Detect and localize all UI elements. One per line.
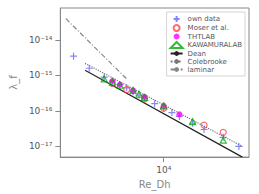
svg-text:10⁻¹⁵: 10⁻¹⁵: [29, 70, 53, 80]
svg-text:Moser et al.: Moser et al.: [188, 24, 229, 32]
svg-text:THTLAB: THTLAB: [187, 33, 216, 41]
svg-text:Colebrooke: Colebrooke: [188, 58, 227, 66]
svg-text:λ_f: λ_f: [8, 75, 20, 90]
svg-text:Dean: Dean: [188, 50, 206, 58]
svg-text:10⁴: 10⁴: [156, 165, 171, 175]
svg-text:laminar: laminar: [188, 66, 215, 74]
svg-text:own data: own data: [188, 15, 220, 23]
svg-text:Re_Dh: Re_Dh: [139, 179, 171, 191]
svg-text:KAWAMURALAB: KAWAMURALAB: [188, 41, 243, 49]
svg-text:10⁻¹⁶: 10⁻¹⁶: [29, 106, 53, 116]
svg-text:10⁻¹⁴: 10⁻¹⁴: [29, 35, 53, 45]
svg-text:10⁻¹⁷: 10⁻¹⁷: [29, 141, 53, 151]
